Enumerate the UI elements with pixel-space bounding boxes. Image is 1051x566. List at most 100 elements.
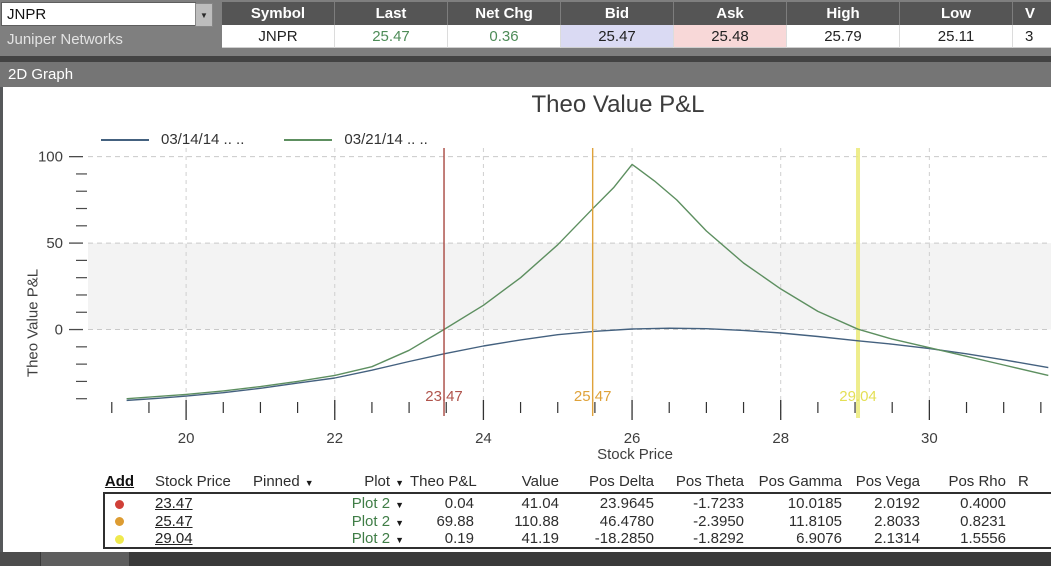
row-color-dot bbox=[91, 495, 148, 512]
plot-select[interactable]: Plot 2 ▼ bbox=[328, 513, 410, 530]
pos-theta-cell: -1.8292 bbox=[693, 530, 744, 548]
header-plot-dropdown[interactable]: Plot ▼ bbox=[364, 472, 404, 490]
x-axis-label: Stock Price bbox=[597, 446, 673, 463]
pos-gamma-cell: 11.8105 bbox=[788, 512, 842, 530]
y-tick-label: 0 bbox=[55, 322, 63, 339]
graph-panel: Theo Value P&L 03/14/14 .. .. 03/21/14 ..… bbox=[0, 87, 1051, 552]
pos-theta-cell: -1.7233 bbox=[693, 495, 744, 513]
chevron-down-icon: ▼ bbox=[395, 535, 404, 546]
quote-header-bid: Bid bbox=[561, 2, 674, 25]
value-cell: 110.88 bbox=[514, 512, 559, 530]
stock-price-link[interactable]: 23.47 bbox=[155, 495, 193, 513]
legend-line-swatch bbox=[284, 138, 333, 141]
marker-dot-icon bbox=[115, 499, 124, 509]
chevron-down-icon: ▼ bbox=[395, 500, 404, 511]
quote-header-last: Last bbox=[335, 2, 448, 25]
plot-select[interactable]: Plot 2 ▼ bbox=[328, 495, 410, 512]
stock-price-cell: 23.47 bbox=[148, 495, 243, 512]
stock-price-link[interactable]: 29.04 bbox=[155, 530, 193, 548]
header-pos-vega: Pos Vega bbox=[855, 472, 920, 490]
plot-label: Plot 2 bbox=[351, 512, 391, 530]
plot-label: Plot 2 bbox=[351, 495, 391, 513]
header-stock-price: Stock Price bbox=[155, 472, 231, 490]
quote-header-symbol: Symbol bbox=[222, 2, 335, 25]
graph-panel-titlebar: 2D Graph bbox=[0, 62, 1051, 87]
legend-item-1[interactable]: 03/21/14 .. .. bbox=[284, 131, 428, 148]
pos-delta-cell: 46.4780 bbox=[599, 512, 654, 530]
scrollbar-left-button[interactable] bbox=[0, 552, 40, 566]
scrollbar-thumb[interactable] bbox=[41, 552, 129, 566]
stock-price-cell: 29.04 bbox=[148, 530, 243, 547]
header-clipped: R bbox=[1018, 472, 1029, 490]
y-tick-label: 50 bbox=[46, 235, 63, 252]
chart-title: Theo Value P&L bbox=[531, 91, 705, 118]
band-0-50 bbox=[88, 243, 1051, 330]
company-name: Juniper Networks bbox=[7, 31, 123, 48]
pos-vega-cell: 2.0192 bbox=[874, 495, 920, 513]
price-marker-label: 23.47 bbox=[425, 388, 463, 405]
symbol-input[interactable] bbox=[1, 2, 196, 26]
theo-pl-cell: 0.19 bbox=[444, 530, 474, 548]
quote-high-value: 25.79 bbox=[787, 25, 900, 48]
quote-header-row: Symbol Last Net Chg Bid Ask High Low V bbox=[222, 2, 1051, 25]
value-cell: 41.19 bbox=[521, 530, 559, 548]
theo-pl-cell: 69.88 bbox=[436, 512, 474, 530]
series-curve-1 bbox=[126, 163, 1049, 400]
marker-dot-icon bbox=[115, 517, 124, 527]
pos-vega-cell: 2.1314 bbox=[874, 530, 920, 548]
x-tick-label: 26 bbox=[624, 430, 641, 447]
header-pos-theta: Pos Theta bbox=[675, 472, 744, 490]
legend-line-swatch bbox=[101, 138, 149, 141]
header-pinned-dropdown[interactable]: Pinned ▼ bbox=[253, 472, 314, 490]
horizontal-scrollbar[interactable] bbox=[0, 552, 1051, 566]
quote-netchg-value: 0.36 bbox=[448, 25, 561, 48]
x-tick-label: 22 bbox=[326, 430, 343, 447]
pos-rho-cell: 0.4000 bbox=[960, 495, 1006, 513]
table-row-2: 29.04 Plot 2 ▼ 0.19 41.19 -18.2850 -1.8292 6.90… bbox=[91, 530, 1051, 548]
quote-bid-value: 25.47 bbox=[561, 25, 674, 48]
plot-label: Plot 2 bbox=[351, 530, 391, 548]
pos-rho-cell: 0.8231 bbox=[960, 512, 1006, 530]
chart-plot-area[interactable]: 0 50 100 20 22 24 26 28 30 23.47 25.47 29.04 Stock P… bbox=[3, 118, 1051, 470]
chevron-down-icon: ▼ bbox=[395, 477, 404, 488]
legend-label: 03/21/14 .. .. bbox=[344, 131, 428, 148]
quote-volume-value: 3 bbox=[1013, 25, 1051, 48]
table-row-1: 25.47 Plot 2 ▼ 69.88 110.88 46.4780 -2.3950 11.… bbox=[91, 513, 1051, 531]
row-color-dot bbox=[91, 513, 148, 530]
quote-value-row: JNPR 25.47 0.36 25.47 25.48 25.79 25.11 … bbox=[222, 25, 1051, 48]
row-color-dot bbox=[91, 530, 148, 547]
stock-price-link[interactable]: 25.47 bbox=[155, 512, 193, 530]
positions-table: Add Stock Price Pinned ▼ Plot ▼ Theo P&L V… bbox=[91, 470, 1051, 549]
symbol-combo[interactable]: ▼ bbox=[1, 2, 213, 27]
quote-header-high: High bbox=[787, 2, 900, 25]
legend-item-0[interactable]: 03/14/14 .. .. bbox=[101, 131, 244, 148]
price-marker-label: 29.04 bbox=[839, 388, 877, 405]
legend-label: 03/14/14 .. .. bbox=[161, 131, 245, 148]
quote-header-low: Low bbox=[900, 2, 1013, 25]
stock-price-cell: 25.47 bbox=[148, 513, 243, 530]
plot-select[interactable]: Plot 2 ▼ bbox=[328, 530, 410, 547]
add-button[interactable]: Add bbox=[104, 472, 135, 490]
pos-delta-cell: -18.2850 bbox=[594, 530, 654, 548]
x-tick-label: 30 bbox=[921, 430, 938, 447]
value-cell: 41.04 bbox=[521, 495, 559, 513]
chart-legend: 03/14/14 .. .. 03/21/14 .. .. bbox=[101, 131, 428, 148]
positions-rows: 23.47 Plot 2 ▼ 0.04 41.04 23.9645 -1.7233 10.01… bbox=[91, 495, 1051, 548]
header-pos-gamma: Pos Gamma bbox=[758, 472, 842, 490]
quote-header-netchg: Net Chg bbox=[448, 2, 561, 25]
theo-pl-cell: 0.04 bbox=[444, 495, 474, 513]
pos-gamma-cell: 10.0185 bbox=[787, 495, 842, 513]
x-tick-label: 20 bbox=[178, 430, 195, 447]
series-curve-0 bbox=[126, 327, 1049, 402]
table-row-0: 23.47 Plot 2 ▼ 0.04 41.04 23.9645 -1.7233 10.01… bbox=[91, 495, 1051, 513]
pos-vega-cell: 2.8033 bbox=[874, 512, 920, 530]
symbol-dropdown-button[interactable]: ▼ bbox=[195, 3, 213, 27]
header-pos-rho: Pos Rho bbox=[948, 472, 1006, 490]
header-theo-pl: Theo P&L bbox=[410, 472, 477, 490]
header-pos-delta: Pos Delta bbox=[588, 472, 654, 490]
chevron-down-icon: ▼ bbox=[395, 517, 404, 528]
panel-divider bbox=[0, 56, 1051, 62]
quote-low-value: 25.11 bbox=[900, 25, 1013, 48]
positions-header-row: Add Stock Price Pinned ▼ Plot ▼ Theo P&L V… bbox=[91, 470, 1051, 492]
